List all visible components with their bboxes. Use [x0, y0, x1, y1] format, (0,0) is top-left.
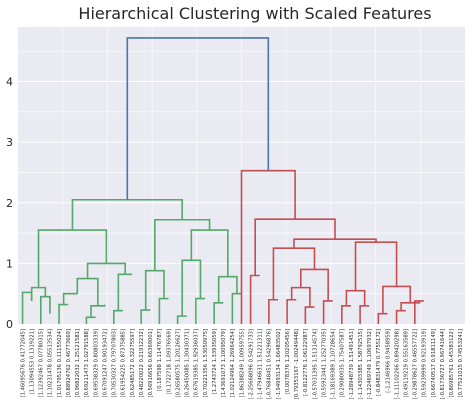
- x-tick-label: [-0.8122776 1.06122987]: [303, 329, 309, 396]
- y-tick-label: 2: [6, 197, 13, 210]
- x-tick-label: [0.26450085 1.30430371]: [185, 329, 191, 397]
- x-tick-label: [0.29080035 1.75407587]: [340, 329, 346, 397]
- dendrogram-link: [195, 297, 206, 324]
- x-tick-label: [-0.81736727 0.96741644]: [440, 329, 446, 399]
- x-tick-label: [-1.2146966 0.9458959]: [385, 329, 391, 393]
- x-tick-label: [0.96822032 1.25121581]: [75, 329, 81, 397]
- dendrogram-link: [85, 316, 96, 324]
- dendrogram-link: [304, 306, 315, 324]
- x-tick-label: [-2.25668096 0.54291733]: [248, 329, 254, 399]
- dendrogram-link: [158, 297, 169, 324]
- dendrogram-links: [21, 37, 424, 324]
- x-tick-label: [1.02124964 1.26964254]: [230, 329, 236, 397]
- x-tick-label: [0.86985761 0.45383122]: [449, 329, 455, 397]
- dendrogram-link: [414, 300, 424, 324]
- x-tick-label: [1.13094553 0.1319221]: [29, 329, 35, 394]
- dendrogram-link: [286, 298, 297, 324]
- dendrogram-link: [377, 312, 388, 324]
- x-tick-label: [0.66740517 0.91811149]: [431, 329, 437, 397]
- dendrogram-link: [62, 292, 78, 305]
- x-tick-label: [0.56916656 0.66369001]: [148, 329, 154, 397]
- x-tick-label: [-0.29878627 0.46557722]: [413, 329, 419, 399]
- y-tick-label: 4: [6, 76, 13, 89]
- x-tick-label: [0.0078376 1.20205456]: [285, 329, 291, 394]
- x-tick-label: [-0.57031395 1.51314574]: [312, 329, 318, 399]
- x-tick-label: [0.67091247 0.90193472]: [102, 329, 108, 397]
- x-tick-label: [-0.76848451 0.54296876]: [267, 329, 273, 399]
- dendrogram-link: [231, 292, 242, 324]
- dendrogram-link: [112, 309, 123, 324]
- x-tick-label: [0.69211473 1.02791588]: [84, 329, 90, 397]
- x-tick-label: [-1.18169389 1.10728654]: [331, 329, 337, 399]
- x-tick-label: [1.01795136 0.11155024]: [57, 329, 63, 397]
- x-tick-label: [1.10231478 0.05513534]: [48, 329, 54, 397]
- x-tick-label: [1.46095676 0.41772045]: [20, 329, 26, 397]
- dendrogram-link: [322, 300, 333, 324]
- x-tick-label: [1.2743724 1.33935059]: [212, 329, 218, 394]
- x-tick-label: [0.70530327 0.79707803]: [112, 329, 118, 397]
- x-tick-label: [0.67619385 1.92936037]: [194, 329, 200, 397]
- dendrogram-link: [268, 298, 278, 324]
- x-tick-label: [-0.84831479 0.7755172]: [376, 329, 382, 396]
- dendrogram-link: [395, 309, 406, 324]
- y-tick-label: 3: [6, 136, 13, 149]
- x-tick-label: [1.43691073 1.10095079]: [221, 329, 227, 397]
- x-tick-label: [0.49119219 0.55163589]: [404, 329, 410, 397]
- x-tick-label: [0.61954225 0.87375885]: [121, 329, 127, 397]
- dendrogram-link: [341, 305, 351, 324]
- y-tick-label: 1: [6, 257, 13, 270]
- x-tick-label: [0.59239999 0.92193919]: [422, 329, 428, 397]
- x-tick-label: [-1.14303385 1.58792515]: [358, 329, 364, 399]
- x-tick-label: [0.88924762 0.46773669]: [66, 329, 72, 397]
- dendrogram-link: [359, 305, 370, 324]
- x-tick-label: [-1.47946631 1.51221311]: [258, 329, 264, 399]
- x-tick-label: [1.12392467 0.07780315]: [39, 329, 45, 397]
- dendrogram-link: [58, 303, 69, 324]
- x-tick-label: [-1.11102266 0.89420298]: [394, 329, 400, 399]
- dendrogram-link: [176, 315, 187, 324]
- y-tick-labels: 0 1 2 3 4: [6, 76, 13, 331]
- chart-title: Hierarchical Clustering with Scaled Feat…: [78, 4, 431, 23]
- y-tick-label: 0: [6, 318, 13, 331]
- x-tick-labels: [1.46095676 0.41772045] [1.13094553 0.131…: [20, 329, 464, 399]
- dendrogram-link: [126, 37, 270, 200]
- x-tick-label: [0.1722718 1.09376569]: [166, 329, 172, 394]
- x-tick-label: [0.187598 1.11476787]: [157, 329, 163, 391]
- x-tick-label: [-1.28948739 1.51491451]: [349, 329, 355, 399]
- x-tick-label: [0.48220022 0.21912232]: [139, 329, 145, 397]
- x-tick-label: [0.69538329 0.80803339]: [93, 329, 99, 397]
- x-tick-label: [-1.94993134 1.66483502]: [276, 329, 282, 399]
- x-tick-label: [0.62485172 0.32275597]: [130, 329, 136, 397]
- dendrogram-link: [117, 273, 133, 311]
- dendrogram-link: [249, 274, 260, 324]
- dendrogram-link: [140, 309, 151, 324]
- dendrogram-link: [213, 301, 224, 324]
- x-tick-label: [0.26580575 1.20126627]: [175, 329, 181, 397]
- x-tick-label: [0.70221356 1.53050975]: [203, 329, 209, 397]
- x-tick-label: [-1.22469749 1.10697932]: [367, 329, 373, 399]
- x-tick-label: [0.55923441 1.25277035]: [321, 329, 327, 397]
- x-tick-label: [1.86388249 1.00959755]: [239, 329, 245, 397]
- x-tick-label: [0.77521015 0.74553241]: [458, 329, 464, 397]
- x-tick-label: [0.79353167 -1.00249448]: [294, 329, 300, 399]
